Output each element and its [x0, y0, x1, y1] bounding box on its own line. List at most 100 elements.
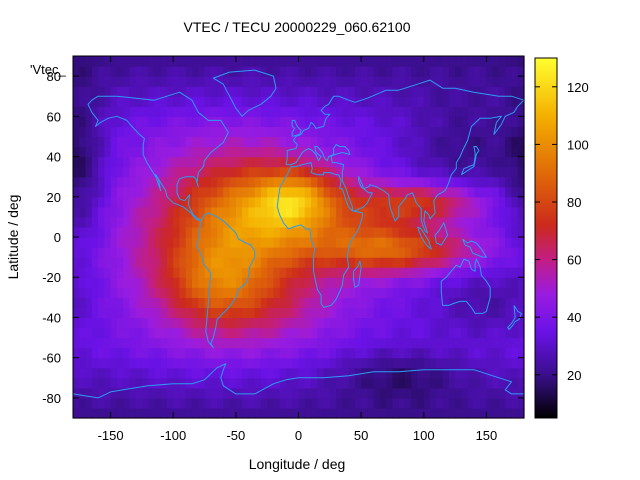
heatmap-cell — [85, 226, 93, 238]
heatmap-cell — [367, 96, 375, 107]
heatmap-cell — [298, 196, 306, 208]
heatmap-cell — [505, 377, 513, 389]
heatmap-cell — [304, 377, 312, 389]
heatmap-cell — [260, 66, 268, 77]
heatmap-cell — [85, 377, 93, 389]
heatmap-cell — [116, 247, 124, 258]
heatmap-cell — [348, 196, 356, 208]
heatmap-cell — [141, 287, 149, 298]
heatmap-cell — [342, 297, 350, 308]
heatmap-cell — [467, 317, 475, 329]
heatmap-cell — [386, 216, 394, 228]
heatmap-cell — [361, 237, 368, 248]
heatmap-cell — [430, 56, 437, 67]
heatmap-cell — [285, 106, 293, 117]
heatmap-cell — [173, 196, 181, 208]
heatmap-cell — [442, 257, 450, 268]
heatmap-cell — [373, 277, 381, 288]
heatmap-cell — [179, 166, 187, 178]
heatmap-cell — [392, 116, 400, 127]
heatmap-cell — [361, 297, 368, 308]
heatmap-cell — [123, 357, 130, 369]
heatmap-cell — [311, 226, 318, 238]
heatmap-cell — [166, 166, 174, 178]
heatmap-cell — [373, 347, 381, 359]
heatmap-cell — [361, 196, 368, 208]
heatmap-cell — [235, 96, 243, 107]
heatmap-cell — [85, 166, 93, 178]
heatmap-cell — [123, 96, 130, 107]
heatmap-cell — [505, 176, 513, 188]
heatmap-cell — [110, 247, 118, 258]
heatmap-cell — [473, 136, 481, 148]
heatmap-cell — [304, 56, 312, 67]
heatmap-cell — [417, 407, 425, 419]
heatmap-cell — [473, 257, 481, 268]
heatmap-cell — [192, 66, 199, 77]
heatmap-cell — [135, 407, 143, 419]
heatmap-cell — [404, 247, 412, 258]
heatmap-cell — [129, 206, 137, 218]
heatmap-cell — [461, 206, 469, 218]
heatmap-cell — [73, 327, 80, 339]
heatmap-cell — [85, 257, 93, 268]
heatmap-cell — [386, 156, 394, 168]
heatmap-cell — [273, 357, 281, 369]
heatmap-cell — [442, 106, 450, 117]
heatmap-cell — [492, 377, 500, 389]
heatmap-cell — [298, 307, 306, 319]
heatmap-cell — [342, 86, 350, 97]
heatmap-cell — [98, 216, 105, 228]
heatmap-cell — [260, 156, 268, 168]
heatmap-cell — [492, 226, 500, 238]
heatmap-cell — [210, 277, 218, 288]
heatmap-cell — [317, 237, 325, 248]
heatmap-cell — [411, 297, 419, 308]
heatmap-cell — [373, 96, 381, 107]
heatmap-cell — [242, 186, 249, 198]
heatmap-cell — [223, 327, 231, 339]
heatmap-cell — [505, 407, 513, 419]
heatmap-cell — [467, 146, 475, 158]
heatmap-cell — [135, 226, 143, 238]
heatmap-cell — [166, 146, 174, 158]
heatmap-cell — [404, 287, 412, 298]
heatmap-cell — [467, 237, 475, 248]
heatmap-cell — [436, 347, 444, 359]
heatmap-cell — [505, 257, 513, 268]
heatmap-cell — [455, 206, 462, 218]
heatmap-cell — [129, 277, 137, 288]
heatmap-cell — [436, 86, 444, 97]
heatmap-cell — [492, 146, 500, 158]
heatmap-cell — [317, 357, 325, 369]
heatmap-cell — [204, 156, 212, 168]
heatmap-cell — [185, 317, 193, 329]
heatmap-cell — [379, 367, 387, 379]
heatmap-cell — [198, 237, 206, 248]
heatmap-cell — [511, 247, 519, 258]
heatmap-cell — [467, 387, 475, 399]
heatmap-cell — [517, 156, 525, 168]
heatmap-cell — [273, 126, 281, 138]
heatmap-cell — [273, 106, 281, 117]
heatmap-cell — [473, 387, 481, 399]
heatmap-cell — [304, 397, 312, 409]
heatmap-cell — [517, 297, 525, 308]
heatmap-cell — [210, 377, 218, 389]
heatmap-cell — [367, 247, 375, 258]
heatmap-cell — [517, 317, 525, 329]
heatmap-cell — [517, 96, 525, 107]
heatmap-cell — [179, 327, 187, 339]
heatmap-cell — [141, 66, 149, 77]
heatmap-cell — [98, 287, 105, 298]
heatmap-cell — [411, 357, 419, 369]
heatmap-cell — [423, 186, 431, 198]
heatmap-cell — [498, 237, 506, 248]
heatmap-cell — [129, 216, 137, 228]
heatmap-cell — [160, 76, 168, 87]
heatmap-cell — [517, 126, 525, 138]
heatmap-cell — [486, 357, 494, 369]
heatmap-cell — [248, 226, 256, 238]
heatmap-cell — [148, 166, 156, 178]
heatmap-cell — [417, 367, 425, 379]
